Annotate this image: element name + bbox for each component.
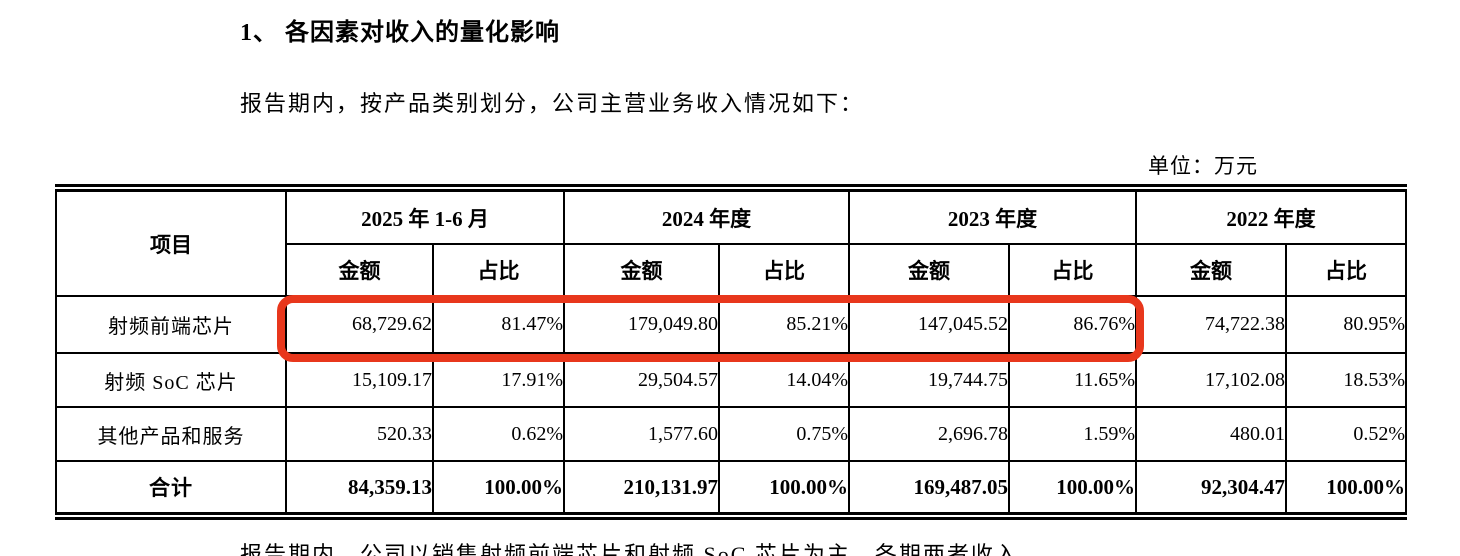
cell-value: 85.21% <box>718 295 850 354</box>
cell-value: 0.75% <box>718 406 850 462</box>
cell-value: 0.52% <box>1285 406 1407 462</box>
table-row-total: 合计 84,359.13 100.00% 210,131.97 100.00% … <box>55 460 1407 517</box>
unit-label: 单位：万元 <box>1148 154 1258 178</box>
cell-value: 19,744.75 <box>848 352 1010 408</box>
cell-item: 射频前端芯片 <box>55 295 287 354</box>
cell-value: 29,504.57 <box>563 352 720 408</box>
cell-value: 147,045.52 <box>848 295 1010 354</box>
cell-item: 射频 SoC 芯片 <box>55 352 287 408</box>
period-header-2023: 2023 年度 <box>848 187 1137 245</box>
cell-value: 100.00% <box>1285 460 1407 517</box>
table-row-rf-soc: 射频 SoC 芯片 15,109.17 17.91% 29,504.57 14.… <box>55 352 1407 408</box>
col-header-item: 项目 <box>55 187 287 297</box>
cell-value: 100.00% <box>432 460 565 517</box>
intro-text: 报告期内，按产品类别划分，公司主营业务收入情况如下： <box>240 91 865 116</box>
table-row-rf-frontend: 射频前端芯片 68,729.62 81.47% 179,049.80 85.21… <box>55 295 1407 354</box>
footer-partial-text: 报告期内，公司以销售射频前端芯片和射频 SoC 芯片为主，各期两者收入 <box>240 542 1019 556</box>
amount-header: 金额 <box>1135 243 1287 297</box>
cell-value: 74,722.38 <box>1135 295 1287 354</box>
cell-value: 15,109.17 <box>285 352 434 408</box>
cell-value: 520.33 <box>285 406 434 462</box>
cell-value: 480.01 <box>1135 406 1287 462</box>
cell-value: 18.53% <box>1285 352 1407 408</box>
cell-value: 68,729.62 <box>285 295 434 354</box>
ratio-header: 占比 <box>718 243 850 297</box>
cell-value: 92,304.47 <box>1135 460 1287 517</box>
cell-item: 其他产品和服务 <box>55 406 287 462</box>
ratio-header: 占比 <box>432 243 565 297</box>
revenue-table-container: 项目 2025 年 1-6 月 2024 年度 2023 年度 2022 年度 … <box>55 184 1407 520</box>
cell-value: 169,487.05 <box>848 460 1010 517</box>
cell-value: 100.00% <box>718 460 850 517</box>
cell-value: 14.04% <box>718 352 850 408</box>
cell-item: 合计 <box>55 460 287 517</box>
cell-value: 86.76% <box>1008 295 1137 354</box>
cell-value: 179,049.80 <box>563 295 720 354</box>
cell-value: 100.00% <box>1008 460 1137 517</box>
cell-value: 210,131.97 <box>563 460 720 517</box>
cell-value: 80.95% <box>1285 295 1407 354</box>
revenue-table: 项目 2025 年 1-6 月 2024 年度 2023 年度 2022 年度 … <box>55 184 1407 520</box>
table-row-other-products: 其他产品和服务 520.33 0.62% 1,577.60 0.75% 2,69… <box>55 406 1407 462</box>
period-header-2022: 2022 年度 <box>1135 187 1407 245</box>
cell-value: 17.91% <box>432 352 565 408</box>
amount-header: 金额 <box>285 243 434 297</box>
table-header-periods: 项目 2025 年 1-6 月 2024 年度 2023 年度 2022 年度 <box>55 187 1407 297</box>
ratio-header: 占比 <box>1008 243 1137 297</box>
period-header-2024: 2024 年度 <box>563 187 850 245</box>
cell-value: 0.62% <box>432 406 565 462</box>
cell-value: 1.59% <box>1008 406 1137 462</box>
ratio-header: 占比 <box>1285 243 1407 297</box>
cell-value: 17,102.08 <box>1135 352 1287 408</box>
cell-value: 1,577.60 <box>563 406 720 462</box>
period-header-2025h1: 2025 年 1-6 月 <box>285 187 565 245</box>
cell-value: 84,359.13 <box>285 460 434 517</box>
cell-value: 2,696.78 <box>848 406 1010 462</box>
cell-value: 11.65% <box>1008 352 1137 408</box>
amount-header: 金额 <box>848 243 1010 297</box>
cell-value: 81.47% <box>432 295 565 354</box>
amount-header: 金额 <box>563 243 720 297</box>
page-title: 1、 各因素对收入的量化影响 <box>240 20 560 46</box>
